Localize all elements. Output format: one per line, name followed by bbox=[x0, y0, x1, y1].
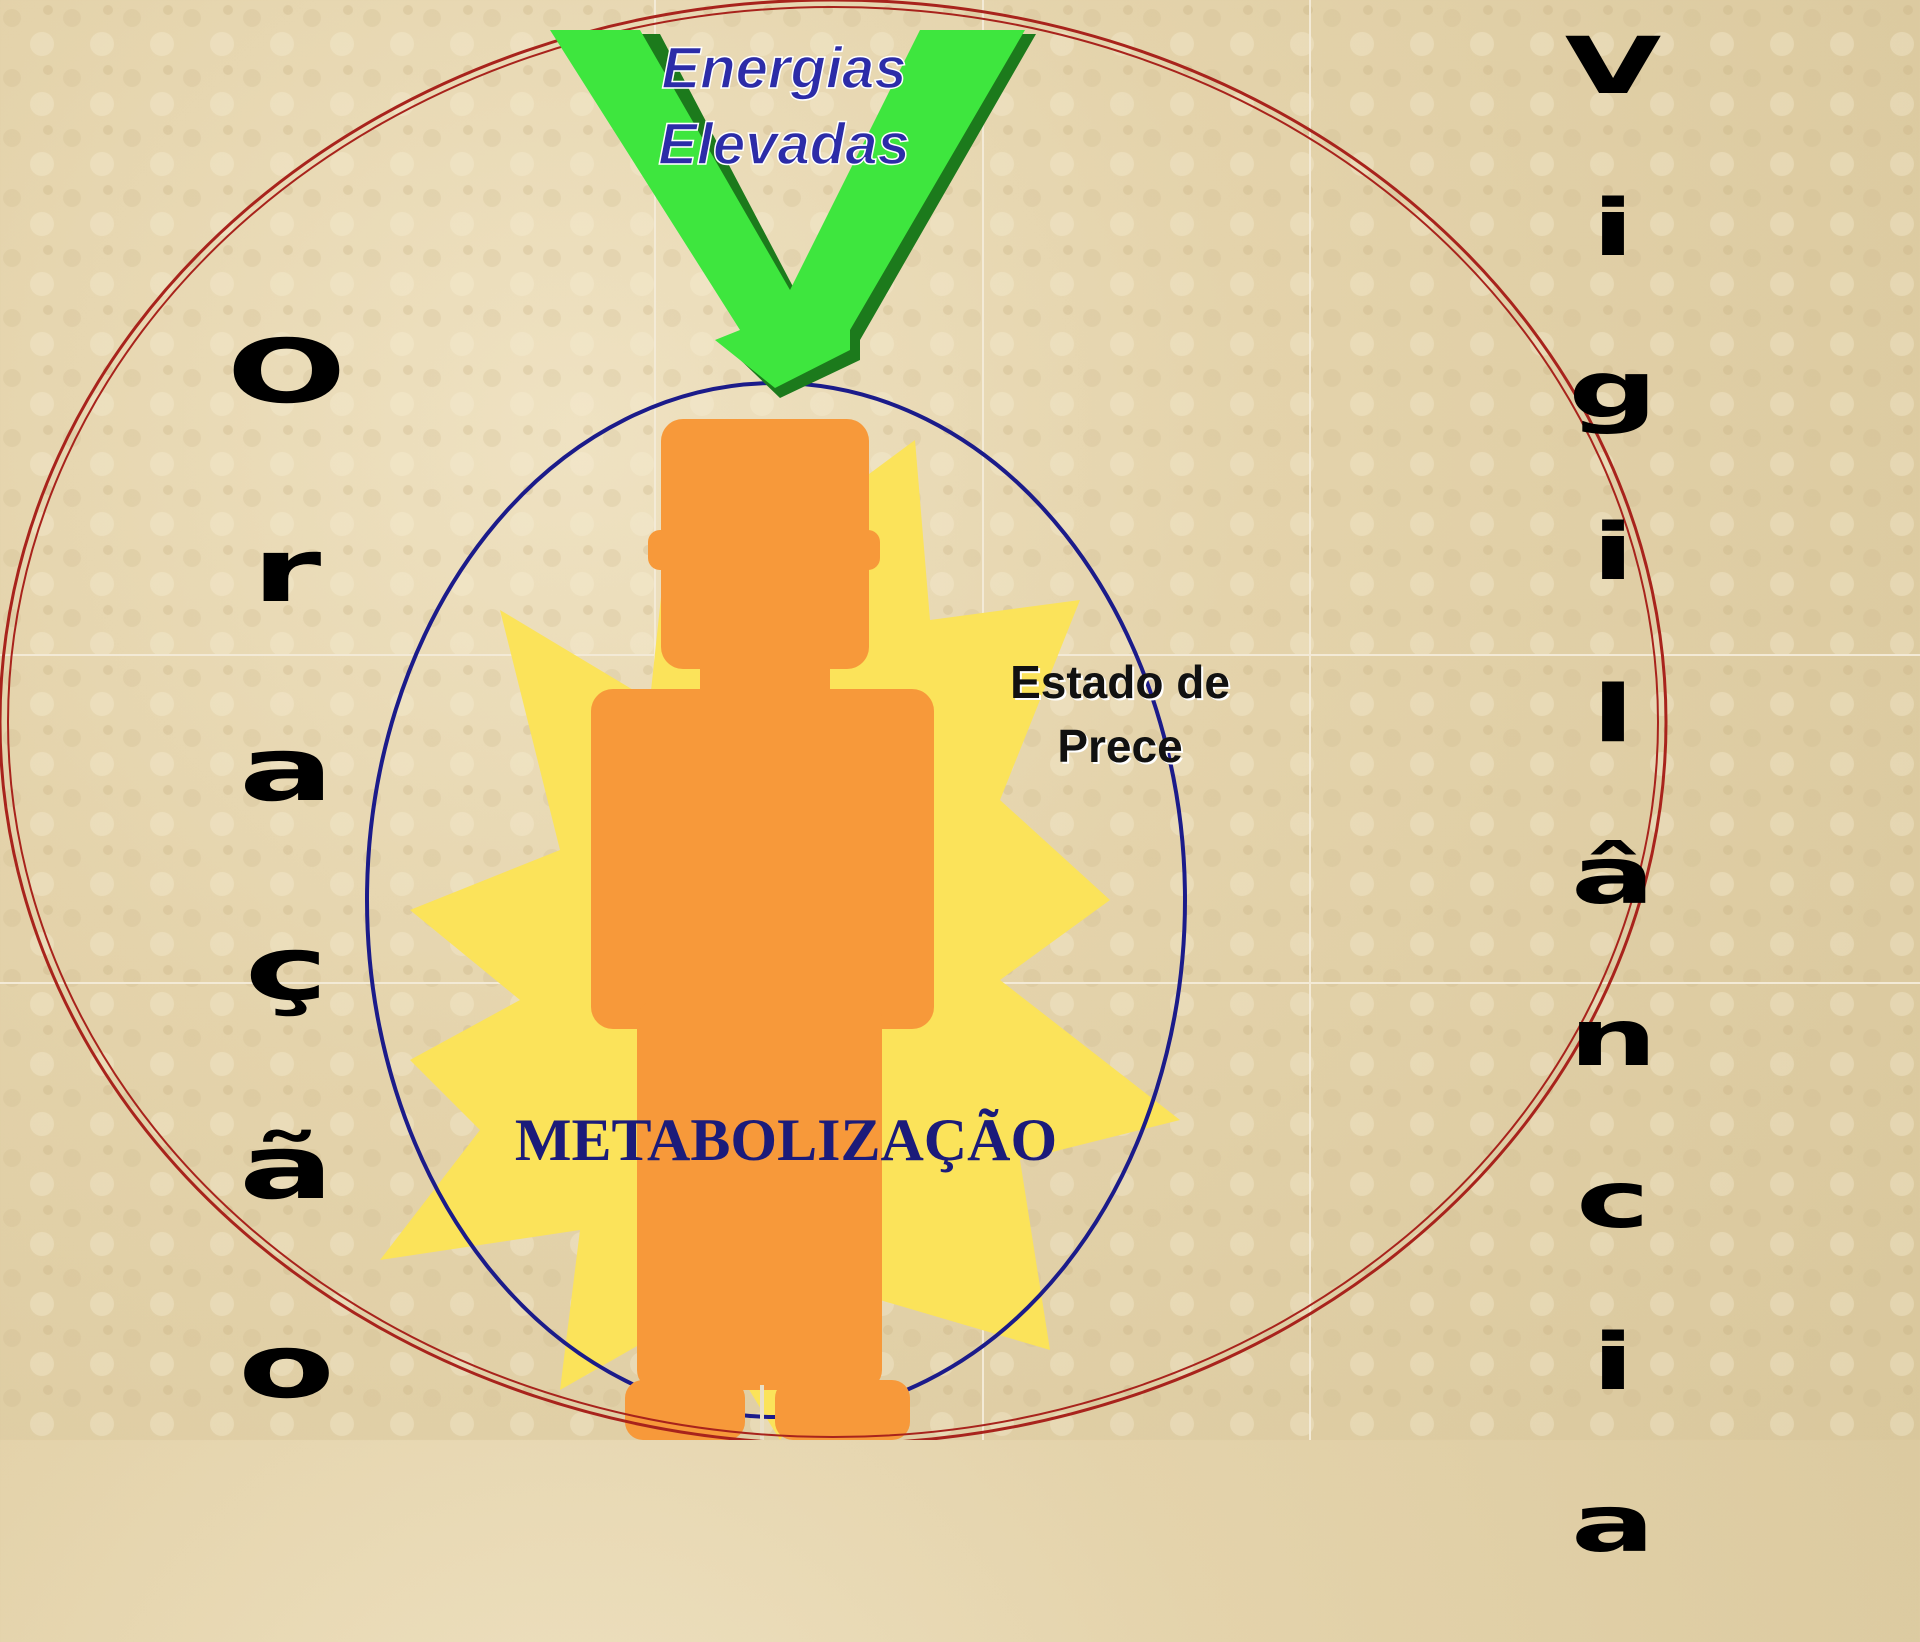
left-word: Oração bbox=[204, 320, 369, 1514]
arrow-label: Energias bbox=[662, 36, 907, 101]
arrow-label: Elevadas bbox=[658, 112, 910, 177]
state-label: Prece bbox=[1057, 720, 1182, 772]
slide: Energias Elevadas Estado de Prece METABO… bbox=[0, 0, 1920, 1440]
center-label: METABOLIZAÇÃO bbox=[515, 1107, 1057, 1173]
right-word: Vigilância bbox=[1541, 22, 1685, 1642]
state-label: Estado de bbox=[1010, 656, 1230, 708]
